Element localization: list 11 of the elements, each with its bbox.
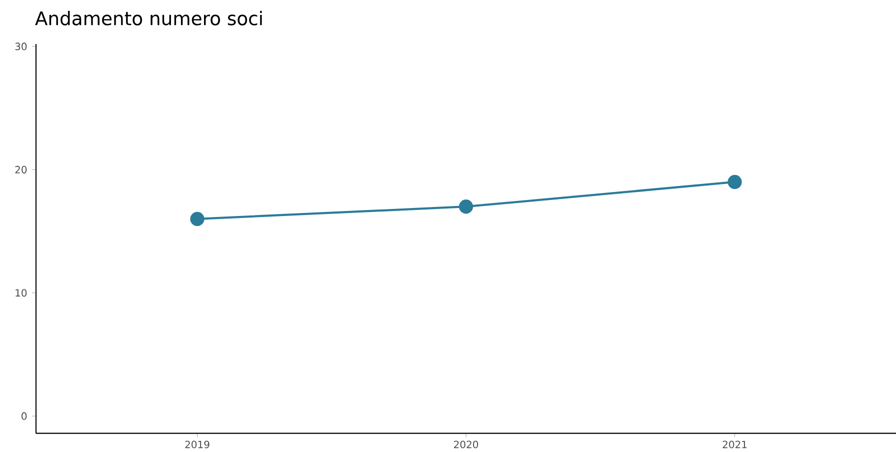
chart-title: Andamento numero soci [35, 10, 262, 26]
point [458, 200, 474, 214]
y-tick-label: 0 [22, 412, 27, 420]
y-tick-label: 20 [15, 166, 27, 174]
point [728, 174, 742, 190]
x-tick-label: 2021 [722, 440, 747, 448]
y-tick-label: 30 [15, 42, 27, 50]
x-tick-label: 2019 [185, 440, 210, 448]
y-tick-label: 10 [16, 289, 27, 297]
x-tick-label: 2020 [454, 440, 478, 448]
point [190, 212, 204, 226]
